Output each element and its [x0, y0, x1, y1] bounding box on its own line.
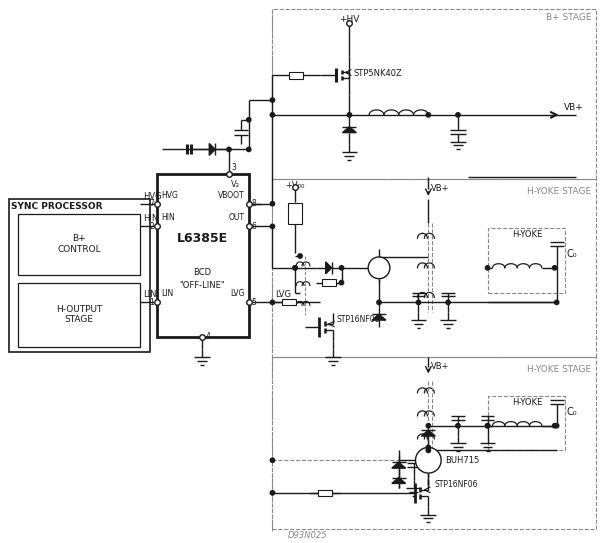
Text: V₂: V₂: [231, 180, 240, 189]
Text: VB+: VB+: [431, 362, 450, 370]
Text: +HV: +HV: [339, 15, 359, 24]
Circle shape: [270, 113, 275, 117]
Circle shape: [270, 300, 275, 305]
Bar: [282, 299, 295, 305]
Text: SYNC PROCESSOR: SYNC PROCESSOR: [11, 201, 102, 211]
Text: C₀: C₀: [566, 407, 577, 417]
Bar: [9, 199, 150, 352]
Circle shape: [415, 447, 441, 473]
Circle shape: [339, 266, 343, 270]
Text: 5: 5: [252, 298, 256, 307]
Polygon shape: [326, 262, 332, 274]
Polygon shape: [372, 314, 386, 320]
Bar: [318, 490, 332, 496]
Circle shape: [347, 113, 351, 117]
Text: LIN: LIN: [161, 289, 173, 299]
Text: H-YOKE STAGE: H-YOKE STAGE: [527, 187, 591, 196]
Circle shape: [247, 118, 251, 122]
Text: HVG: HVG: [161, 191, 178, 200]
Text: STP16NF06: STP16NF06: [434, 481, 478, 489]
Circle shape: [426, 113, 431, 117]
Circle shape: [485, 424, 490, 428]
Bar: [18, 213, 140, 275]
Text: BCD: BCD: [193, 268, 211, 277]
Text: H-YOKE STAGE: H-YOKE STAGE: [527, 364, 591, 374]
Circle shape: [339, 281, 343, 285]
Circle shape: [298, 254, 302, 258]
Text: "OFF-LINE": "OFF-LINE": [180, 281, 225, 290]
Text: D93N025: D93N025: [288, 531, 328, 540]
Polygon shape: [342, 127, 356, 132]
Text: LIN: LIN: [143, 291, 157, 299]
Bar: [157, 174, 248, 337]
Text: B+
CONTROL: B+ CONTROL: [57, 235, 101, 254]
Text: H-YOKE: H-YOKE: [512, 398, 542, 407]
Text: B+ STAGE: B+ STAGE: [546, 13, 591, 22]
Text: L6385E: L6385E: [177, 232, 228, 245]
Circle shape: [485, 424, 490, 428]
Circle shape: [552, 424, 557, 428]
Circle shape: [552, 266, 557, 270]
Circle shape: [554, 300, 559, 305]
Circle shape: [426, 424, 431, 428]
Circle shape: [554, 424, 559, 428]
Bar: [488, 229, 565, 293]
Circle shape: [377, 300, 381, 305]
Bar: [272, 179, 596, 357]
Text: 6: 6: [252, 222, 256, 231]
Text: 4: 4: [205, 332, 210, 342]
Text: HIN: HIN: [143, 214, 158, 223]
Circle shape: [270, 224, 275, 229]
Circle shape: [446, 300, 450, 305]
Text: STP5NK40Z: STP5NK40Z: [353, 69, 402, 78]
Text: HVG: HVG: [143, 192, 162, 201]
Text: 1: 1: [149, 298, 154, 307]
Text: LVG: LVG: [230, 289, 245, 299]
Circle shape: [456, 424, 460, 428]
Bar: [288, 203, 302, 224]
Polygon shape: [209, 143, 215, 155]
Circle shape: [227, 147, 231, 151]
Text: VB+: VB+: [431, 184, 450, 193]
Circle shape: [426, 448, 431, 452]
Bar: [322, 279, 336, 286]
Text: H-OUTPUT
STAGE: H-OUTPUT STAGE: [56, 305, 102, 324]
Bar: [18, 283, 140, 347]
Text: 2: 2: [149, 222, 154, 231]
Text: VBOOT: VBOOT: [218, 191, 245, 200]
Polygon shape: [392, 462, 406, 468]
Circle shape: [426, 445, 431, 450]
Text: HIN: HIN: [161, 213, 175, 223]
Text: 7: 7: [149, 199, 154, 208]
Text: LVG: LVG: [275, 291, 291, 299]
Circle shape: [247, 147, 251, 151]
Circle shape: [456, 113, 460, 117]
Circle shape: [293, 266, 297, 270]
Text: BUH715: BUH715: [445, 456, 479, 465]
Bar: [488, 396, 565, 450]
Circle shape: [485, 266, 490, 270]
Text: 3: 3: [231, 163, 236, 172]
Circle shape: [293, 266, 297, 270]
Text: OUT: OUT: [229, 213, 245, 223]
Circle shape: [368, 257, 390, 279]
Text: H-YOKE: H-YOKE: [512, 230, 542, 239]
Text: +V₀₀: +V₀₀: [286, 181, 305, 190]
Bar: [272, 357, 596, 529]
Bar: [289, 72, 303, 79]
Bar: [272, 9, 596, 179]
Text: VB+: VB+: [563, 103, 583, 112]
Circle shape: [270, 201, 275, 206]
Circle shape: [270, 98, 275, 102]
Polygon shape: [421, 430, 435, 436]
Circle shape: [417, 300, 421, 305]
Text: 8: 8: [252, 199, 256, 208]
Text: STP16NF06: STP16NF06: [337, 314, 380, 324]
Text: C₀: C₀: [566, 249, 577, 259]
Circle shape: [270, 458, 275, 463]
Polygon shape: [392, 477, 406, 483]
Circle shape: [270, 491, 275, 495]
